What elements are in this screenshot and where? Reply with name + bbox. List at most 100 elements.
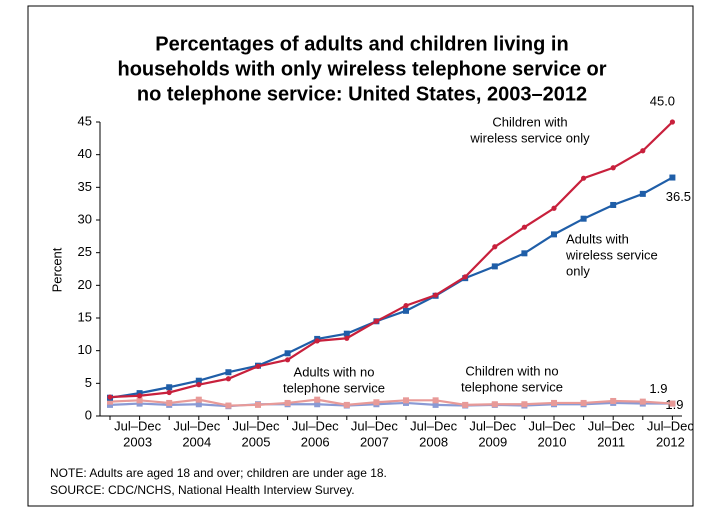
point	[166, 389, 172, 396]
point	[344, 335, 350, 341]
point	[669, 119, 676, 125]
point	[107, 398, 113, 405]
point	[491, 263, 498, 270]
value-label: 45.0	[650, 93, 675, 108]
point	[107, 394, 113, 400]
point	[255, 363, 261, 369]
point	[669, 400, 676, 407]
point	[610, 165, 616, 171]
point	[314, 401, 321, 408]
y-tick-label: 40	[78, 146, 92, 161]
x-tick-label: Jul–Dec	[351, 418, 398, 433]
point	[432, 401, 439, 408]
point	[284, 399, 291, 406]
x-tick-label: Jul–Dec	[588, 418, 635, 433]
point	[314, 338, 320, 344]
point	[640, 148, 646, 154]
value-label: 1.9	[649, 381, 667, 396]
year-label: 2006	[301, 434, 330, 449]
point	[196, 382, 202, 388]
x-tick-label: Jul–Dec	[410, 418, 457, 433]
point	[433, 292, 439, 298]
series-label: Adults with	[566, 231, 629, 246]
x-tick-label: Jul–Dec	[292, 418, 339, 433]
year-label: 2008	[419, 434, 448, 449]
point	[136, 390, 143, 397]
point	[462, 401, 469, 408]
point	[107, 401, 113, 408]
point	[610, 397, 617, 404]
point	[195, 377, 202, 384]
point	[551, 205, 557, 211]
point	[669, 174, 676, 181]
point	[581, 175, 587, 181]
point	[639, 398, 646, 405]
x-tick-label: Jul–Dec	[173, 418, 220, 433]
point	[225, 369, 232, 376]
point	[255, 401, 261, 408]
point	[403, 397, 409, 404]
point	[521, 224, 528, 230]
point	[195, 401, 202, 408]
point	[610, 201, 617, 208]
chart-title: Percentages of adults and children livin…	[155, 33, 568, 55]
series-label: telephone service	[461, 379, 563, 394]
year-label: 2003	[123, 434, 152, 449]
series-label: telephone service	[283, 380, 385, 395]
y-tick-label: 5	[85, 375, 92, 390]
y-tick-label: 30	[78, 211, 92, 226]
value-label: 36.5	[666, 189, 691, 204]
year-label: 2010	[538, 434, 567, 449]
series-label: wireless service	[565, 247, 658, 262]
year-label: 2009	[478, 434, 507, 449]
series-line	[109, 401, 673, 408]
point	[403, 302, 409, 309]
chart-title: no telephone service: United States, 200…	[137, 83, 587, 105]
chart-title: households with only wireless telephone …	[117, 58, 606, 80]
point	[284, 350, 291, 357]
y-axis-label: Percent	[49, 247, 64, 292]
point	[373, 318, 379, 324]
year-label: 2005	[242, 434, 271, 449]
y-tick-label: 35	[78, 179, 92, 194]
point	[373, 399, 380, 406]
series-label: only	[566, 263, 590, 278]
point	[195, 396, 202, 403]
point	[491, 401, 498, 408]
x-tick-label: Jul–Dec	[233, 418, 280, 433]
series-line	[109, 121, 674, 399]
x-tick-label: Jul–Dec	[469, 418, 516, 433]
series-line	[109, 176, 673, 399]
point	[432, 397, 439, 404]
year-label: 2004	[182, 434, 211, 449]
point	[225, 402, 232, 409]
point	[314, 396, 321, 403]
point	[551, 399, 557, 406]
series-label: wireless service only	[469, 130, 590, 145]
point	[403, 307, 409, 314]
point	[462, 274, 468, 280]
y-tick-label: 45	[78, 113, 92, 128]
point	[492, 244, 498, 250]
y-tick-label: 25	[78, 244, 92, 259]
point	[225, 376, 231, 382]
frame	[27, 5, 694, 507]
point	[166, 384, 173, 391]
point	[551, 231, 557, 238]
point	[285, 357, 291, 363]
y-tick-label: 15	[78, 309, 92, 324]
series-label: Adults with no	[294, 364, 375, 379]
series-label: Children with	[492, 114, 567, 129]
point	[166, 399, 173, 406]
y-tick-label: 0	[85, 407, 92, 422]
point	[343, 401, 350, 408]
point	[580, 215, 587, 222]
point	[639, 190, 646, 197]
point	[521, 401, 528, 408]
series-label: Children with no	[465, 363, 558, 378]
point	[136, 397, 143, 404]
point	[343, 330, 350, 337]
year-label: 2011	[597, 434, 625, 449]
x-tick-label: Jul–Dec	[114, 418, 161, 433]
series-line	[109, 398, 673, 407]
